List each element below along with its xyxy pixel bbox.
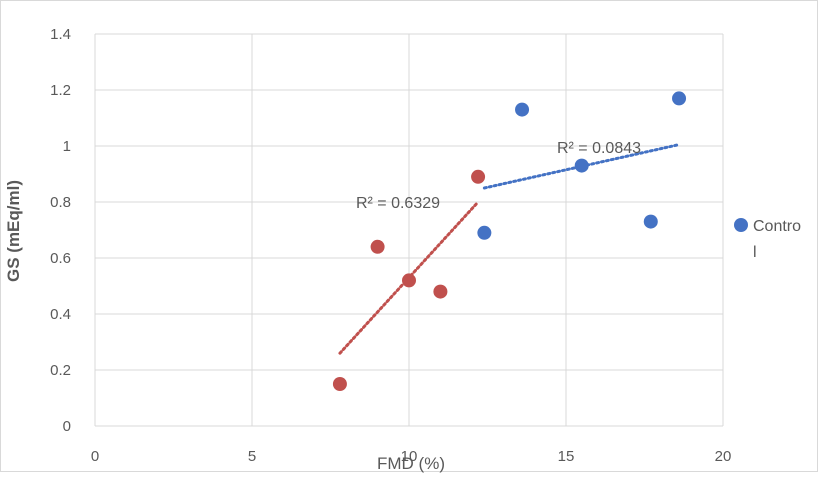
data-points — [332, 91, 687, 391]
y-axis-ticks: 0 0.2 0.4 0.6 0.8 1 1.2 1.4 — [50, 26, 71, 435]
data-point-series-1 — [402, 273, 416, 288]
y-tick-label: 1 — [63, 138, 71, 155]
data-point-series-0 — [574, 158, 589, 173]
data-point-series-1 — [471, 169, 486, 184]
trendlines — [338, 143, 681, 355]
y-axis-title: GS (mEq/ml) — [4, 180, 23, 282]
x-tick-label: 0 — [91, 448, 99, 465]
data-point-series-0 — [477, 225, 492, 240]
x-tick-label: 20 — [715, 448, 732, 465]
y-tick-label: 0.4 — [50, 306, 71, 323]
gridlines — [94, 33, 724, 427]
data-point-series-0 — [672, 91, 687, 106]
x-tick-label: 15 — [558, 448, 575, 465]
data-point-series-0 — [643, 214, 658, 229]
x-axis-ticks: 0 5 10 15 20 — [91, 448, 732, 465]
legend-label-control: Contro — [753, 218, 801, 235]
r-squared-labels: R² = 0.0843 R² = 0.6329 — [356, 140, 641, 212]
y-tick-label: 0 — [63, 418, 71, 435]
legend: Contro l — [734, 218, 801, 261]
r-squared-label: R² = 0.6329 — [356, 195, 440, 212]
data-point-series-1 — [370, 239, 385, 254]
legend-label-control: l — [753, 244, 757, 261]
r-squared-label: R² = 0.0843 — [557, 140, 641, 157]
x-tick-label: 5 — [248, 448, 256, 465]
x-tick-label: 10 — [401, 448, 418, 465]
y-tick-label: 1.2 — [50, 82, 71, 99]
y-tick-label: 1.4 — [50, 26, 71, 43]
y-tick-label: 0.6 — [50, 250, 71, 267]
data-point-series-0 — [515, 102, 530, 117]
y-tick-label: 0.8 — [50, 194, 71, 211]
x-axis-title: FMD (%) — [377, 454, 445, 473]
data-point-series-1 — [433, 284, 448, 299]
legend-marker-control — [734, 218, 748, 232]
y-tick-label: 0.2 — [50, 362, 71, 379]
data-point-series-1 — [332, 377, 347, 391]
